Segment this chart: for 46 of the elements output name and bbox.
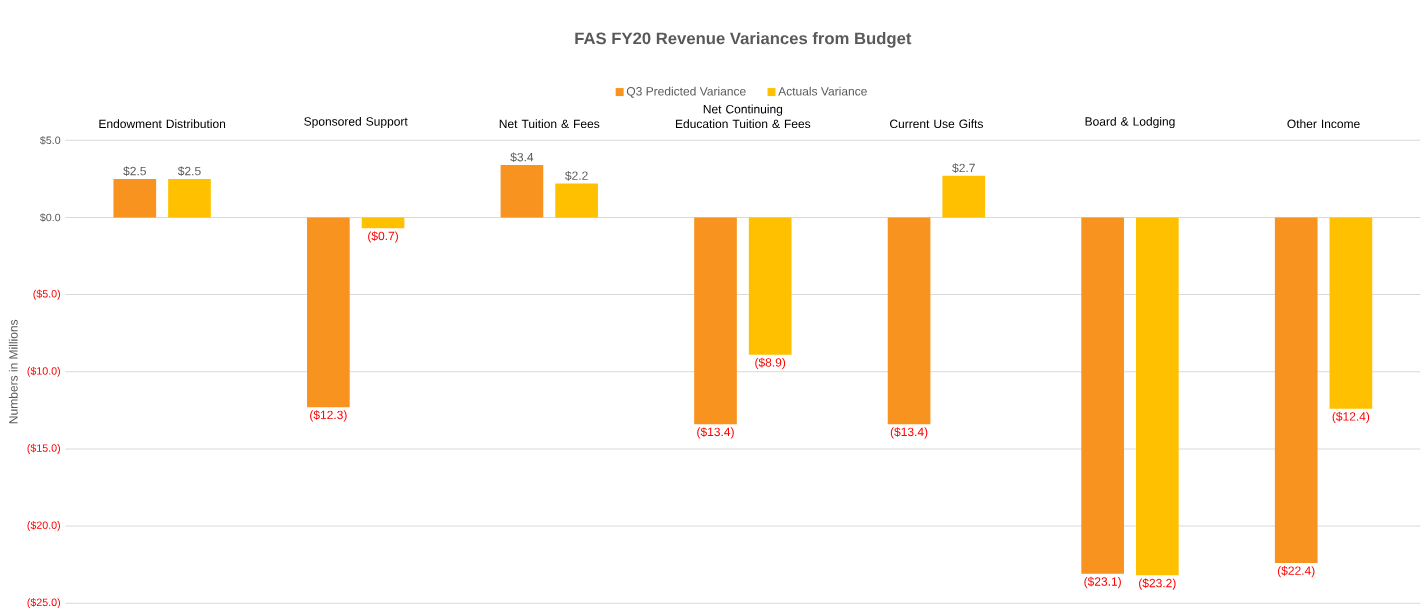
data-label: ($12.3) xyxy=(310,410,347,422)
bar xyxy=(307,217,350,408)
data-label: ($22.4) xyxy=(1277,565,1315,578)
bar xyxy=(1135,217,1179,576)
data-label: ($8.9) xyxy=(755,357,786,370)
x-tick-label: Net Continuing Education Tuition & Fees xyxy=(676,104,811,129)
y-tick-label: $5.0 xyxy=(39,135,61,145)
data-label: ($23.2) xyxy=(1139,578,1176,590)
bar xyxy=(500,164,544,218)
data-label: ($0.7) xyxy=(368,231,398,243)
data-label: ($13.4) xyxy=(697,427,734,439)
y-tick-label: ($5.0) xyxy=(33,289,60,300)
data-label: ($12.4) xyxy=(1332,411,1370,424)
data-label: ($13.4) xyxy=(890,427,928,439)
bar xyxy=(942,175,986,218)
bar xyxy=(113,178,157,218)
x-tick-label: Other Income xyxy=(1287,119,1360,129)
legend-label: Actuals Variance xyxy=(778,86,867,96)
y-tick-label: ($15.0) xyxy=(27,443,60,454)
y-tick-label: ($25.0) xyxy=(27,598,60,608)
data-label: $3.4 xyxy=(510,152,534,163)
bar xyxy=(361,217,405,229)
data-label: $2.7 xyxy=(952,163,975,173)
x-tick-label: Board & Lodging xyxy=(1085,116,1175,129)
bar xyxy=(168,178,211,218)
bar xyxy=(694,217,737,425)
data-label: ($23.1) xyxy=(1084,576,1121,589)
x-tick-label: Endowment Distribution xyxy=(99,119,226,129)
y-tick-label: $0.0 xyxy=(39,213,61,222)
data-label: $2.2 xyxy=(565,170,588,181)
bar xyxy=(555,183,598,218)
data-label: $2.5 xyxy=(123,166,146,176)
x-tick-label: Current Use Gifts xyxy=(890,119,983,129)
chart-title: FAS FY20 Revenue Variances from Budget xyxy=(575,31,912,48)
bar xyxy=(748,217,792,355)
legend-label: Q3 Predicted Variance xyxy=(626,86,746,98)
bar xyxy=(1274,217,1318,563)
bar xyxy=(1329,217,1373,409)
bar xyxy=(1081,217,1124,574)
x-tick-label: Sponsored Support xyxy=(304,116,408,129)
y-axis-title: Numbers in Millions xyxy=(8,319,18,424)
y-tick-label: ($10.0) xyxy=(27,366,60,377)
x-tick-label: Net Tuition & Fees xyxy=(499,119,600,129)
y-tick-label: ($20.0) xyxy=(27,520,60,532)
data-label: $2.5 xyxy=(177,166,201,176)
bar xyxy=(887,217,931,425)
